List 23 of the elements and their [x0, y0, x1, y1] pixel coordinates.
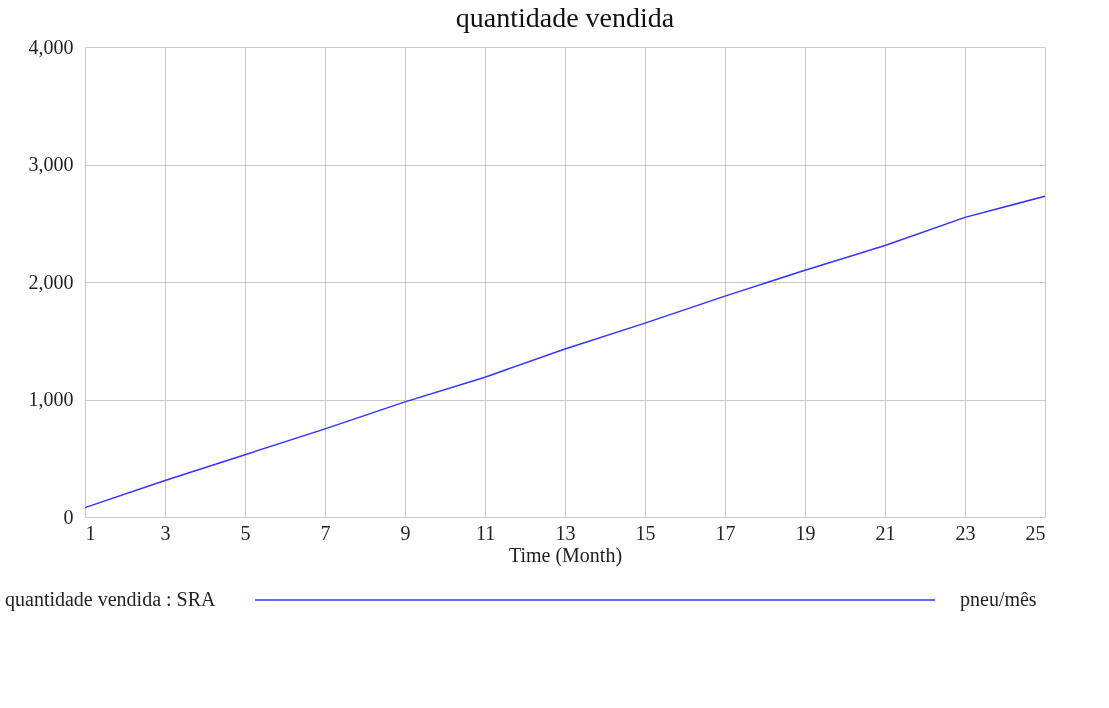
x-axis-title: Time (Month): [508, 543, 623, 567]
chart-title: quantidade vendida: [455, 2, 675, 33]
x-tick-label: 9: [400, 521, 411, 544]
x-tick-label: 23: [955, 521, 976, 544]
y-tick-label: 2,000: [28, 270, 74, 293]
x-tick-label: 17: [715, 521, 736, 544]
x-tick-label: 1: [85, 521, 96, 544]
y-tick-label: 3,000: [28, 153, 74, 175]
y-tick-label: 0: [63, 505, 74, 528]
y-tick-label: 1,000: [28, 388, 74, 410]
x-tick-label: 21: [875, 521, 896, 544]
x-tick-label: 3: [160, 521, 171, 544]
x-tick-label: 19: [795, 521, 816, 544]
x-tick-label: 7: [320, 521, 331, 544]
x-tick-label: 11: [475, 521, 496, 544]
x-tick-label: 5: [240, 521, 251, 544]
x-tick-label: 25: [1025, 521, 1046, 544]
y-tick-label: 4,000: [28, 35, 74, 58]
text: quantidade vendida : SRA: [5, 588, 217, 611]
text: pneu/mês: [960, 588, 1037, 611]
x-tick-label: 15: [635, 521, 656, 544]
line-series: [84, 195, 1046, 509]
x-tick-label: 13: [555, 521, 576, 544]
